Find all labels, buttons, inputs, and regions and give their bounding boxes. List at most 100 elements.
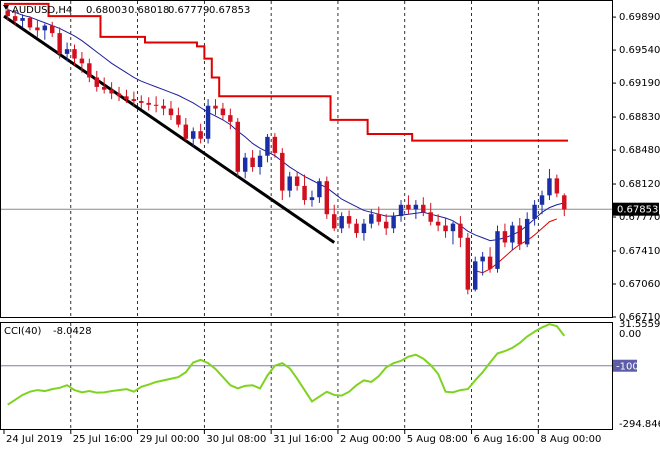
candle-body (547, 178, 552, 196)
candle-body (539, 195, 545, 205)
current-price-tag: 0.67853 (613, 202, 659, 216)
candle-body (5, 10, 10, 17)
candle-body (339, 216, 344, 229)
candle-body (510, 225, 515, 243)
candle-body (443, 225, 448, 232)
candle-body (27, 18, 33, 28)
candle-body (168, 108, 174, 116)
price-axis-label: 0.69190 (619, 78, 660, 89)
candle-body (72, 49, 77, 59)
candle-body (250, 157, 255, 168)
candle-body (57, 33, 62, 54)
candle-body (465, 237, 471, 290)
candle-body (183, 124, 189, 139)
candle-body (532, 204, 537, 219)
candle-body (280, 152, 285, 191)
candle-body (421, 204, 426, 213)
time-axis-label: 30 Jul 08:00 (206, 434, 266, 445)
candle-body (502, 231, 508, 243)
candle-body (428, 212, 433, 222)
candle-body (153, 104, 159, 106)
candles (5, 5, 567, 295)
candle-body (94, 77, 99, 87)
cci-series (1, 323, 612, 406)
time-axis-label: 24 Jul 2019 (6, 434, 63, 445)
cci-axis-label: -100 (616, 362, 639, 373)
candle-body (50, 25, 55, 34)
candle-body (265, 136, 270, 156)
candle-body (139, 101, 144, 103)
close-value: 0.67853 (209, 5, 250, 16)
low-value: 0.67779 (168, 5, 209, 16)
candle-body (79, 58, 85, 64)
cci-pane-frame (0, 322, 613, 430)
price-axis-label: 0.66710 (619, 312, 660, 323)
candle-body (235, 121, 240, 172)
candle-body (161, 105, 166, 109)
candle-body (294, 176, 300, 186)
candle-body (287, 176, 292, 191)
candle-body (20, 18, 25, 21)
candle-body (101, 86, 107, 90)
candle-body (383, 221, 389, 229)
price-axis-label: 0.69890 (619, 12, 660, 23)
candle-body (473, 261, 478, 290)
price-axis-label: 0.68480 (619, 145, 660, 156)
cci-value: -8.0428 (53, 326, 92, 337)
cci-axis-label: 31.5559 (619, 319, 660, 330)
high-value: 0.68018 (128, 5, 169, 16)
open-value: 0.68003 (86, 5, 127, 16)
lower-band-line (475, 218, 558, 274)
candle-body (406, 204, 411, 210)
candle-body (317, 181, 322, 198)
candle-body (131, 99, 137, 102)
time-axis-label: 6 Aug 16:00 (474, 434, 535, 445)
candle-body (242, 157, 248, 172)
candle-body (398, 204, 404, 217)
price-axis-label: 0.67060 (619, 279, 660, 290)
symbol-header: AUDUSD,H4 0.68003 0.68018 0.67779 0.6785… (3, 5, 250, 16)
candle-body (191, 131, 196, 139)
candle-body (205, 105, 211, 139)
candle-body (354, 223, 359, 234)
time-axis-label: 5 Aug 08:00 (407, 434, 468, 445)
candle-body (220, 108, 226, 116)
time-axis-label: 2 Aug 00:00 (340, 434, 401, 445)
candle-body (369, 214, 374, 224)
candle-body (272, 136, 278, 153)
time-axis: 24 Jul 2019 25 Jul 16:00 29 Jul 00:00 30 Ju… (3, 429, 601, 445)
time-axis-label: 8 Aug 00:00 (540, 434, 601, 445)
candle-body (228, 115, 233, 122)
price-axis-label: 0.68830 (619, 112, 660, 123)
candle-body (495, 231, 500, 269)
candle-body (213, 105, 218, 109)
time-axis-label: 25 Jul 16:00 (73, 434, 133, 445)
candle-body (176, 115, 181, 125)
candle-body (324, 181, 330, 215)
grid-lines (1, 1, 612, 429)
candle-body (146, 102, 151, 105)
collapse-triangle-icon[interactable] (3, 5, 9, 10)
bands (3, 2, 568, 274)
candle-body (480, 256, 485, 262)
time-axis-label: 29 Jul 00:00 (140, 434, 200, 445)
candle-body (487, 256, 493, 269)
price-axis: 0.69890 0.69540 0.69190 0.68830 0.68480 0.681… (612, 12, 660, 323)
candle-body (524, 218, 530, 245)
candle-body (562, 195, 567, 210)
candle-body (554, 178, 560, 194)
candle-body (116, 93, 122, 97)
candle-body (361, 223, 367, 234)
price-axis-label: 0.67410 (619, 246, 660, 257)
candle-body (87, 63, 92, 78)
cci-level-tag-bg (613, 359, 637, 372)
trendline[interactable] (3, 14, 336, 244)
candle-body (302, 185, 307, 201)
cci-name: CCI(40) (4, 326, 42, 337)
candle-body (257, 155, 263, 168)
candle-body (413, 204, 419, 210)
price-axis-label: 0.68120 (619, 179, 660, 190)
candle-body (450, 223, 456, 232)
